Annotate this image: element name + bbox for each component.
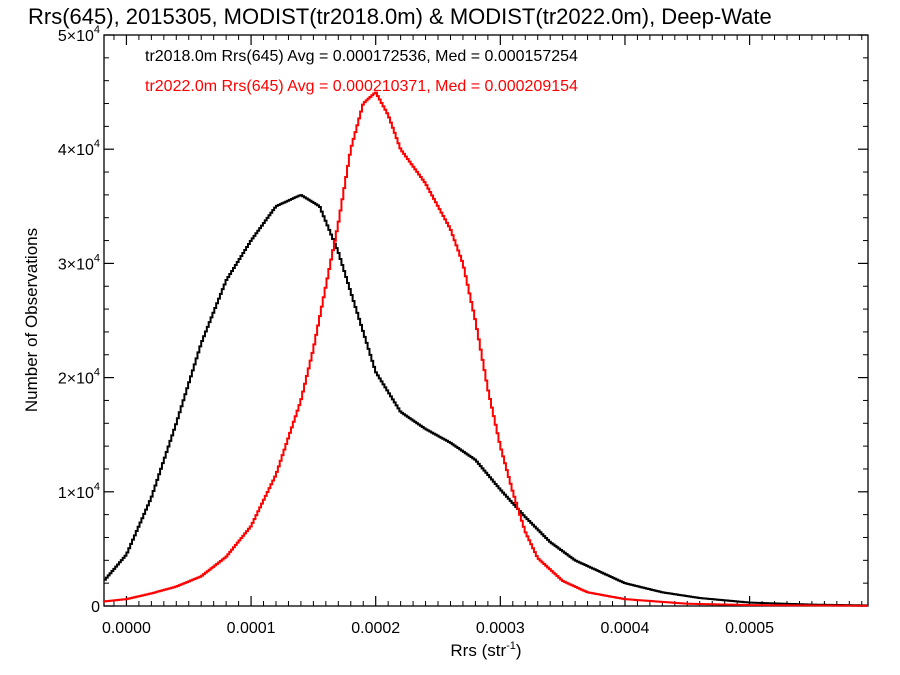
legend-entry-tr2018: tr2018.0m Rrs(645) Avg = 0.000172536, Me… bbox=[145, 48, 578, 65]
x-axis-label-main: Rrs (str bbox=[450, 641, 506, 660]
y-tick-mantissa: 3×10 bbox=[58, 256, 94, 273]
plot-frame bbox=[103, 34, 869, 607]
y-tick-label: 5×104 bbox=[58, 24, 100, 45]
x-tick-label: 0.0001 bbox=[227, 620, 276, 637]
x-axis-label-suffix: ) bbox=[516, 641, 522, 660]
plot-area bbox=[103, 34, 869, 607]
series-group bbox=[104, 91, 868, 607]
y-tick-exponent: 4 bbox=[94, 138, 100, 150]
x-tick-label: 0.0002 bbox=[351, 620, 400, 637]
y-tick-mantissa: 5×10 bbox=[58, 28, 94, 45]
y-tick-label: 2×104 bbox=[58, 367, 100, 388]
y-tick-label: 3×104 bbox=[58, 252, 100, 273]
legend: tr2018.0m Rrs(645) Avg = 0.000172536, Me… bbox=[145, 48, 578, 95]
chart-title: Rrs(645), 2015305, MODIST(tr2018.0m) & M… bbox=[28, 4, 772, 29]
series-line-tr2018 bbox=[104, 194, 868, 607]
y-tick-exponent: 4 bbox=[94, 367, 100, 379]
legend-entry-tr2022: tr2022.0m Rrs(645) Avg = 0.000210371, Me… bbox=[145, 78, 578, 95]
x-tick-label: 0.0003 bbox=[476, 620, 525, 637]
y-tick-label: 0 bbox=[91, 599, 100, 616]
y-tick-label: 4×104 bbox=[58, 138, 100, 159]
y-tick-mantissa: 1×10 bbox=[58, 485, 94, 502]
x-axis-label: Rrs (str-1) bbox=[450, 640, 521, 660]
y-tick-exponent: 4 bbox=[94, 252, 100, 264]
series-line-tr2022 bbox=[104, 91, 868, 607]
x-tick-label: 0.0004 bbox=[600, 620, 649, 637]
y-tick-exponent: 4 bbox=[94, 481, 100, 493]
x-axis: 0.0000 0.0001 0.0002 0.0003 0.0004 0.0005 bbox=[102, 35, 863, 637]
y-axis-label: Number of Observations bbox=[22, 228, 41, 412]
y-tick-mantissa: 2×10 bbox=[58, 371, 94, 388]
y-tick-mantissa: 0 bbox=[91, 599, 100, 616]
y-tick-exponent: 4 bbox=[94, 24, 100, 36]
x-tick-label: 0.0005 bbox=[725, 620, 774, 637]
y-tick-label: 1×104 bbox=[58, 481, 100, 502]
y-tick-mantissa: 4×10 bbox=[58, 142, 94, 159]
x-axis-label-exponent: -1 bbox=[506, 640, 516, 652]
x-tick-label: 0.0000 bbox=[102, 620, 151, 637]
